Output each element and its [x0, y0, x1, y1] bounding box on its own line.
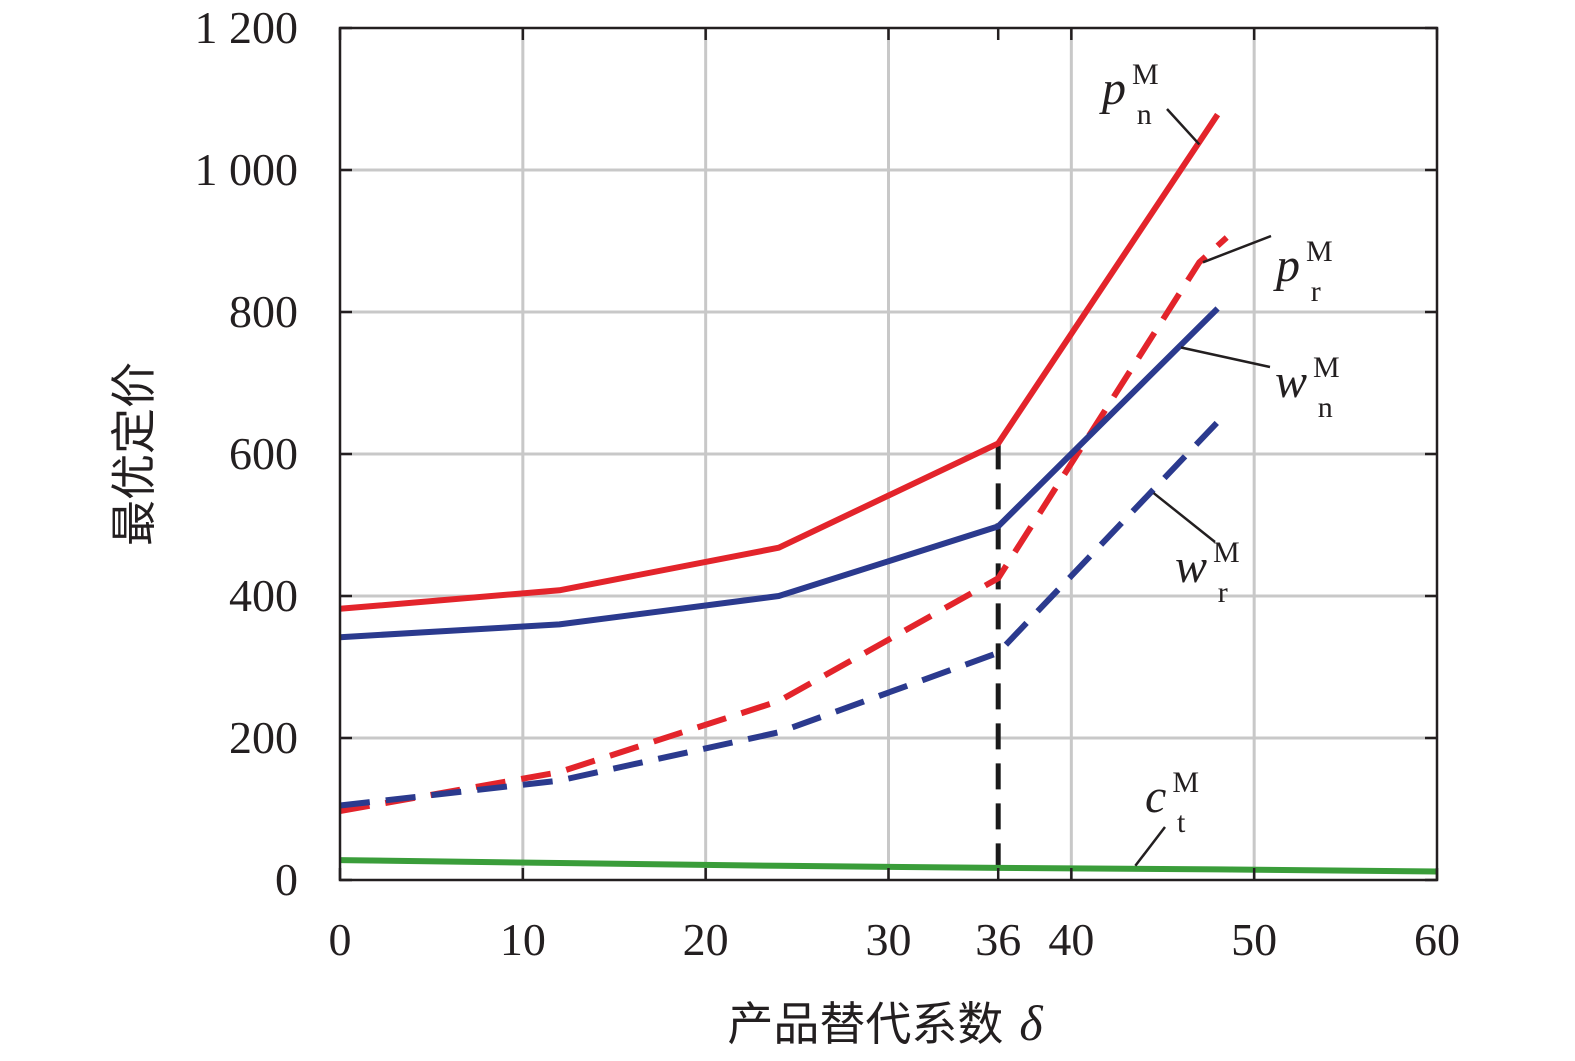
- x-tick-label: 20: [683, 914, 729, 965]
- series-label-sub: r: [1311, 275, 1321, 308]
- label-leader-p-r: [1202, 234, 1272, 264]
- y-tick-label: 400: [229, 570, 298, 621]
- series-label-sup: M: [1213, 536, 1240, 569]
- series-label-sub: n: [1137, 98, 1152, 131]
- series-label-sub: r: [1218, 576, 1228, 609]
- series-line-p-n: [339, 112, 1221, 612]
- x-tick-label: 50: [1231, 914, 1277, 965]
- grid-lines: [340, 28, 1437, 880]
- x-tick-label: 30: [866, 914, 912, 965]
- series-label-sup: M: [1313, 351, 1340, 384]
- x-axis-title: 产品替代系数 δ: [727, 995, 1043, 1051]
- series-label-sup: M: [1132, 58, 1159, 91]
- x-tick-label: 36: [975, 914, 1021, 965]
- label-leader-w-n: [1180, 346, 1271, 369]
- y-tick-label: 1 000: [195, 144, 299, 195]
- x-tick-label: 10: [500, 914, 546, 965]
- series-label-sub: n: [1318, 391, 1333, 424]
- series-line-p-r: [339, 235, 1229, 815]
- label-leader-w-r: [1152, 492, 1216, 543]
- series-label-sub: t: [1177, 806, 1186, 839]
- x-axis-title-symbol: δ: [1019, 995, 1043, 1051]
- series-label-sup: M: [1306, 235, 1333, 268]
- x-tick-label: 60: [1414, 914, 1460, 965]
- series-line-w-n: [339, 306, 1220, 641]
- y-tick-label: 800: [229, 286, 298, 337]
- y-tick-label: 0: [275, 854, 298, 905]
- x-axis-title-text: 产品替代系数: [727, 997, 1003, 1051]
- series-label-main: w: [1175, 540, 1207, 593]
- series-line-w-r: [339, 420, 1220, 809]
- x-tick-label: 40: [1048, 914, 1094, 965]
- y-tick-label: 200: [229, 712, 298, 763]
- x-tick-label: 0: [329, 914, 352, 965]
- label-leader-p-n: [1166, 108, 1201, 146]
- label-leader-c-t: [1134, 826, 1166, 867]
- y-axis-title: 最优定价: [107, 362, 161, 546]
- series-label-main: p: [1099, 62, 1126, 115]
- series-label-main: p: [1273, 239, 1300, 292]
- series-label-main: w: [1275, 355, 1307, 408]
- series-label-main: c: [1145, 770, 1166, 823]
- y-tick-label: 600: [229, 428, 298, 479]
- y-tick-label: 1 200: [195, 2, 299, 53]
- series-label-sup: M: [1172, 766, 1199, 799]
